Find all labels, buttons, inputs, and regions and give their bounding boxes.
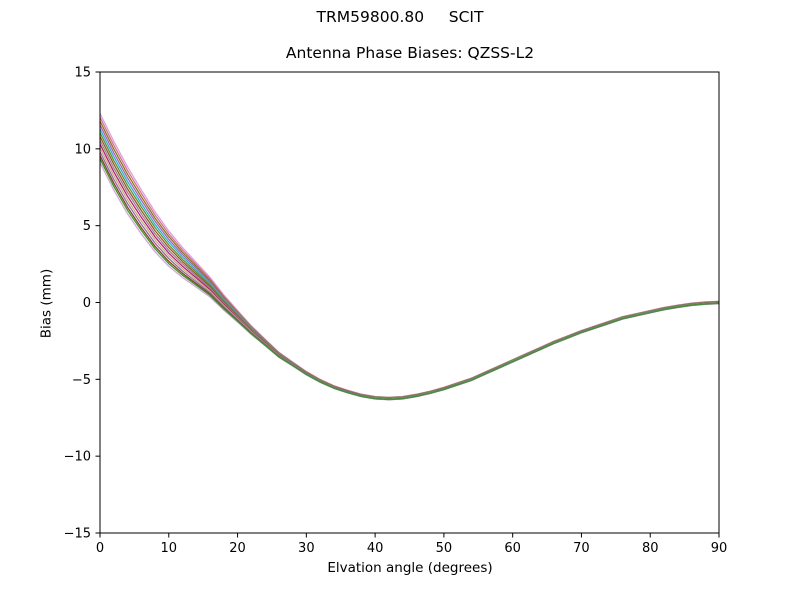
y-tick-label: 15 (74, 66, 91, 81)
y-tick-label: 10 (74, 142, 91, 157)
figure-suptitle: TRM59800.80 SCIT (316, 8, 484, 26)
x-tick-label: 0 (96, 541, 104, 556)
y-tick-label: 5 (83, 219, 91, 234)
x-tick-label: 20 (229, 541, 246, 556)
x-tick-label: 40 (367, 541, 384, 556)
bias-curve-s1 (100, 112, 719, 398)
x-tick-label: 50 (436, 541, 453, 556)
y-tick-label: −15 (64, 527, 91, 542)
x-tick-label: 30 (298, 541, 315, 556)
y-tick-label: 0 (83, 296, 91, 311)
y-tick-label: −5 (72, 373, 91, 388)
curve-group (100, 112, 719, 401)
y-axis-label: Bias (mm) (38, 268, 55, 339)
x-axis-label: Elvation angle (degrees) (327, 560, 493, 576)
x-tick-label: 10 (161, 541, 178, 556)
bias-curve-s14 (100, 158, 719, 401)
axes-title: Antenna Phase Biases: QZSS-L2 (285, 44, 535, 62)
y-tick-label: −10 (64, 450, 91, 465)
bias-curve-s2 (100, 116, 719, 399)
x-tick-label: 80 (642, 541, 659, 556)
x-tick-label: 90 (711, 541, 728, 556)
x-tick-label: 60 (504, 541, 521, 556)
plot-border (99, 71, 720, 534)
x-tick-label: 70 (573, 541, 590, 556)
